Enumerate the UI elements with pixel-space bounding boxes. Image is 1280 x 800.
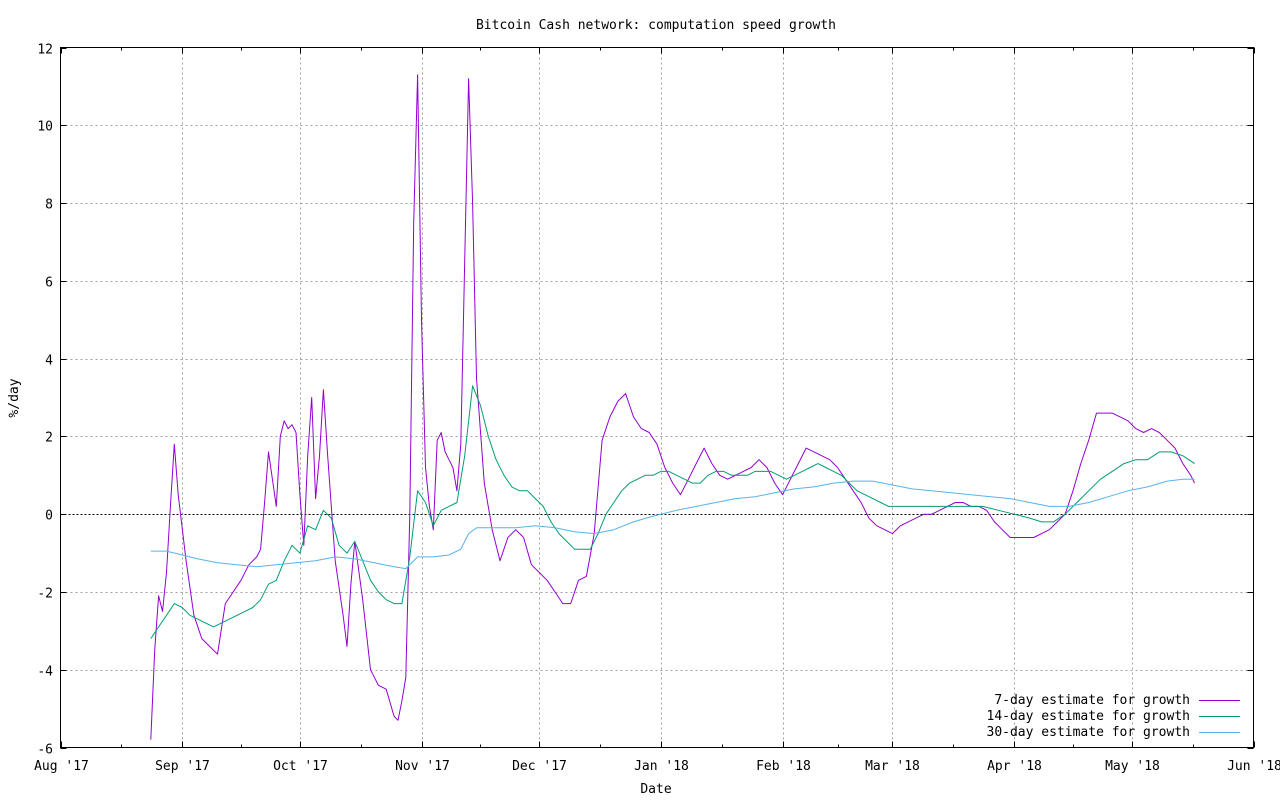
series-line-1 — [150, 74, 1196, 740]
x-tick-label: Jun '18 — [1227, 759, 1280, 774]
x-tick-label: Nov '17 — [395, 759, 450, 774]
legend-label: 14-day estimate for growth — [987, 709, 1191, 724]
x-tick-label: May '18 — [1105, 759, 1160, 774]
x-axis-label: Date — [640, 782, 671, 797]
y-tick-label: 6 — [45, 276, 53, 291]
grid-lines — [60, 47, 1254, 748]
y-tick-label: -6 — [37, 743, 53, 758]
x-tick-label: Jan '18 — [634, 759, 689, 774]
x-tick-labels: Aug '17 Sep '17 Oct '17 Nov '17 Dec '17 Jan '… — [34, 759, 1280, 774]
plot-frame — [60, 47, 1254, 748]
y-tick-label: 12 — [37, 43, 53, 58]
y-tick-label: 2 — [45, 431, 53, 446]
x-tick-label: Dec '17 — [512, 759, 567, 774]
series-line-2 — [150, 385, 1195, 639]
chart-title: Bitcoin Cash network: computation speed … — [476, 18, 836, 33]
legend-label: 30-day estimate for growth — [987, 725, 1191, 740]
y-axis-label: %/day — [7, 378, 22, 417]
x-tick-label: Aug '17 — [34, 759, 89, 774]
axis-ticks — [60, 47, 1255, 749]
y-tick-labels: -6 -4 -2 0 2 4 6 8 10 12 — [37, 43, 53, 758]
x-tick-label: Feb '18 — [756, 759, 811, 774]
series-line-3 — [150, 478, 1195, 570]
y-tick-label: -2 — [37, 587, 53, 602]
x-tick-label: Mar '18 — [865, 759, 920, 774]
y-tick-label: 8 — [45, 198, 53, 213]
legend-label: 7-day estimate for growth — [994, 693, 1190, 708]
x-tick-label: Sep '17 — [155, 759, 210, 774]
y-tick-label: -4 — [37, 665, 53, 680]
y-tick-label: 0 — [45, 509, 53, 524]
x-tick-label: Apr '18 — [987, 759, 1042, 774]
y-tick-label: 4 — [45, 354, 53, 369]
x-tick-label: Oct '17 — [273, 759, 328, 774]
series-lines — [150, 74, 1196, 740]
y-tick-label: 10 — [37, 120, 53, 135]
